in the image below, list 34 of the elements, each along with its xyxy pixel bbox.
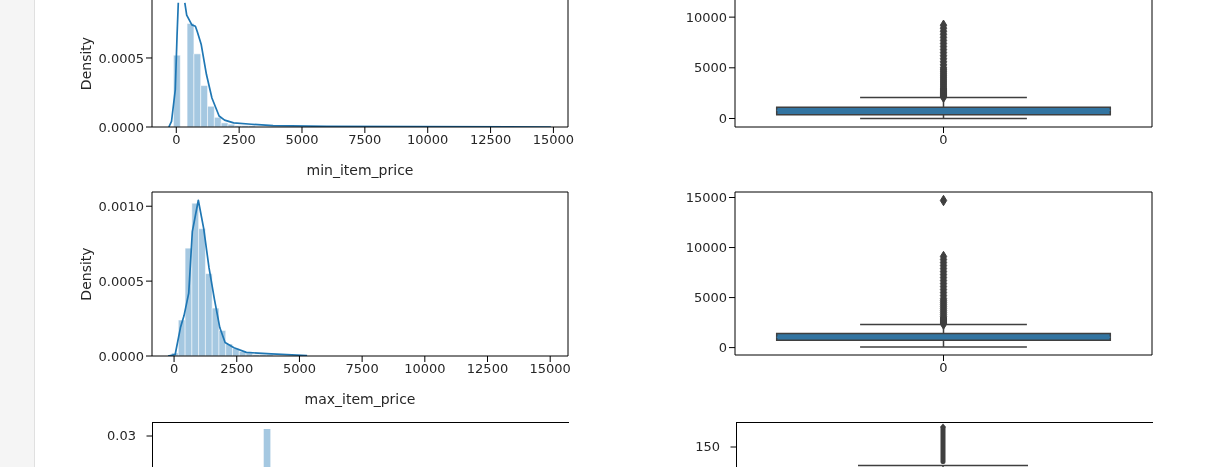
x-tick-label: 5000 bbox=[282, 361, 316, 377]
text: 150 bbox=[695, 439, 720, 454]
x-tick-label: 12500 bbox=[469, 132, 512, 148]
x-tick-label: 5000 bbox=[285, 132, 319, 148]
x-tick-label: 0 bbox=[172, 132, 181, 148]
y-tick-label: 5000 bbox=[693, 290, 727, 306]
x-tick-label: 7500 bbox=[345, 361, 379, 377]
x-tick-label: 2500 bbox=[220, 361, 254, 377]
y-tick-label: 10000 bbox=[685, 9, 727, 25]
y-tick-label: 0.0005 bbox=[98, 50, 144, 66]
y-tick-label: 15000 bbox=[685, 190, 727, 206]
x-tick-label: 2500 bbox=[222, 132, 256, 148]
x-tick-label: 0 bbox=[939, 360, 948, 376]
x-tick-label: 15000 bbox=[529, 361, 571, 377]
x-tick-label: 10000 bbox=[404, 361, 446, 377]
y-tick-label: 10000 bbox=[685, 240, 727, 256]
y-axis-title: Density bbox=[77, 247, 94, 301]
y-tick-label: 5000 bbox=[693, 60, 727, 76]
y-tick-label: 0.0000 bbox=[98, 119, 144, 135]
y-tick-label: 0.0000 bbox=[98, 348, 144, 364]
x-axis-title: min_item_price bbox=[306, 162, 414, 178]
y-tick-label: 0 bbox=[718, 340, 727, 356]
y-tick-label: 0.0005 bbox=[98, 273, 144, 289]
x-tick-label: 10000 bbox=[407, 132, 449, 148]
x-tick-label: 0 bbox=[169, 361, 179, 377]
y-tick-label: 0 bbox=[718, 111, 727, 127]
x-tick-label: 15000 bbox=[532, 132, 575, 148]
y-axis-title: Density bbox=[77, 36, 94, 91]
x-axis-title: max_item_price bbox=[304, 391, 416, 407]
text: 0.03 bbox=[107, 428, 136, 443]
x-tick-label: 12500 bbox=[466, 361, 509, 377]
x-tick-label: 0 bbox=[939, 132, 948, 148]
y-tick-label: 0.0010 bbox=[98, 198, 144, 214]
x-tick-label: 7500 bbox=[348, 132, 382, 148]
